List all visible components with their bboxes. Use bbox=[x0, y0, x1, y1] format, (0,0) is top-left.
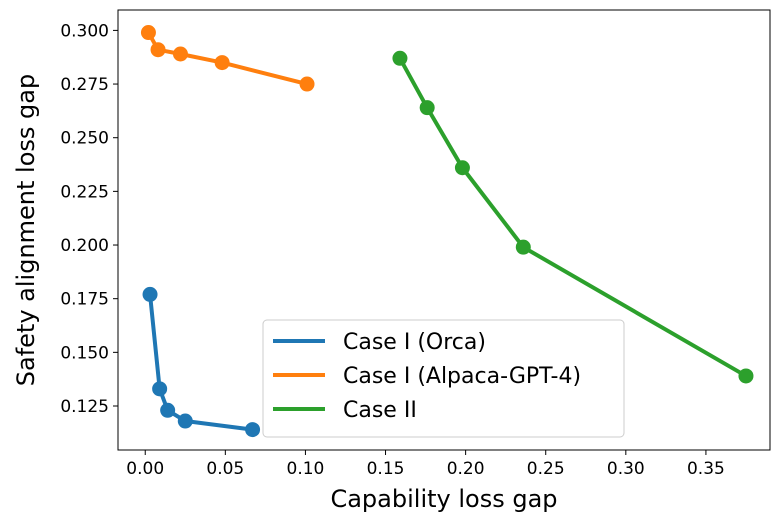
y-tick-label: 0.125 bbox=[60, 397, 109, 417]
x-tick-label: 0.00 bbox=[126, 459, 164, 479]
data-point bbox=[299, 76, 315, 92]
data-point bbox=[419, 100, 435, 116]
x-axis-title: Capability loss gap bbox=[330, 485, 557, 513]
data-point bbox=[160, 402, 176, 418]
x-tick-label: 0.10 bbox=[287, 459, 325, 479]
x-tick-label: 0.35 bbox=[687, 459, 725, 479]
legend-label: Case II bbox=[343, 398, 417, 423]
y-axis-title: Safety alignment loss gap bbox=[12, 74, 40, 386]
y-axis: 0.125 0.150 0.175 0.200 0.225 0.250 0.275 0.300 bbox=[60, 21, 118, 417]
data-point bbox=[172, 46, 188, 62]
data-point bbox=[150, 42, 166, 58]
data-point bbox=[245, 422, 261, 438]
legend-box bbox=[262, 319, 625, 438]
data-point bbox=[454, 160, 470, 176]
y-tick-label: 0.175 bbox=[60, 290, 109, 310]
legend: Case I (Orca) Case I (Alpaca-GPT-4) Case I… bbox=[262, 319, 625, 438]
series-layer bbox=[140, 25, 754, 438]
x-tick-label: 0.20 bbox=[447, 459, 485, 479]
data-point bbox=[214, 55, 230, 71]
data-point bbox=[152, 381, 168, 397]
data-point bbox=[177, 413, 193, 429]
x-axis: 0.00 0.05 0.10 0.15 0.20 0.25 0.30 0.35 bbox=[126, 450, 725, 479]
data-point bbox=[142, 286, 158, 302]
y-tick-label: 0.150 bbox=[60, 343, 109, 363]
y-tick-label: 0.250 bbox=[60, 129, 109, 149]
plot-frame bbox=[117, 9, 771, 451]
x-tick-label: 0.15 bbox=[367, 459, 405, 479]
data-point bbox=[738, 368, 754, 384]
legend-label: Case I (Alpaca-GPT-4) bbox=[343, 364, 581, 389]
y-tick-label: 0.225 bbox=[60, 182, 109, 202]
y-tick-label: 0.200 bbox=[60, 236, 109, 256]
data-point bbox=[392, 50, 408, 66]
x-tick-label: 0.30 bbox=[607, 459, 645, 479]
y-tick-label: 0.300 bbox=[60, 21, 109, 41]
data-point bbox=[140, 25, 156, 41]
legend-label: Case I (Orca) bbox=[343, 330, 486, 355]
data-point bbox=[515, 239, 531, 255]
x-tick-label: 0.05 bbox=[206, 459, 244, 479]
y-tick-label: 0.275 bbox=[60, 75, 109, 95]
x-tick-label: 0.25 bbox=[527, 459, 565, 479]
